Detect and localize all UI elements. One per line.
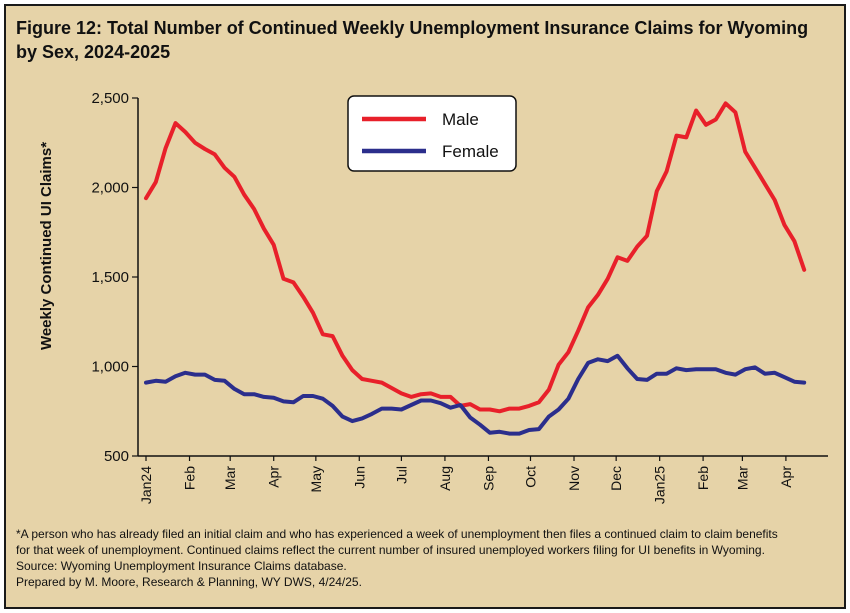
- x-tick-label: Aug: [437, 466, 453, 491]
- x-tick-label: Dec: [608, 466, 624, 491]
- y-tick-label: 1,500: [91, 269, 129, 286]
- legend-label-female: Female: [442, 142, 499, 161]
- x-tick-label: May: [308, 466, 324, 492]
- x-tick-label: Jul: [393, 466, 409, 484]
- x-tick-label: Jan24: [138, 466, 154, 504]
- chart-title: Figure 12: Total Number of Continued Wee…: [16, 18, 809, 62]
- legend-label-male: Male: [442, 110, 479, 129]
- y-axis-title: Weekly Continued UI Claims*: [38, 142, 55, 350]
- chart-frame: Figure 12: Total Number of Continued Wee…: [4, 4, 846, 609]
- x-tick-label: Mar: [222, 466, 238, 490]
- y-tick-label: 2,000: [91, 180, 129, 197]
- series-line-female: [144, 353, 807, 436]
- x-tick-label: Nov: [566, 466, 582, 491]
- legend: Male Female: [347, 95, 517, 172]
- x-tick-label: Sep: [480, 466, 496, 491]
- source-line: Source: Wyoming Unemployment Insurance C…: [16, 559, 347, 573]
- y-ticks: 500 1,000 1,500 2,000 2,500: [91, 90, 138, 465]
- x-tick-label: Oct: [522, 466, 538, 488]
- x-tick-label: Feb: [695, 466, 711, 490]
- series-line-male: [144, 101, 807, 414]
- prepared-by-line: Prepared by M. Moore, Research & Plannin…: [16, 575, 362, 589]
- x-tick-label: Jun: [351, 466, 367, 489]
- x-tick-label: Feb: [182, 466, 198, 490]
- footnote-line: for that week of unemployment. Continued…: [16, 543, 765, 557]
- line-chart: 500 1,000 1,500 2,000 2,500 Jan24 Feb Mar Apr Ma…: [38, 90, 828, 504]
- footnotes: *A person who has already filed an initi…: [16, 526, 836, 590]
- x-tick-label: Apr: [266, 466, 282, 488]
- footnote-line: *A person who has already filed an initi…: [16, 527, 778, 541]
- y-tick-label: 1,000: [91, 359, 129, 376]
- x-tick-label: Apr: [778, 466, 794, 488]
- x-tick-label: Jan25: [652, 466, 668, 504]
- x-ticks: Jan24 Feb Mar Apr May Jun Jul Aug Sep Oct Nov Dec Ja…: [138, 456, 794, 504]
- y-tick-label: 500: [104, 448, 129, 465]
- x-tick-label: Mar: [734, 466, 750, 490]
- series-lines: [144, 101, 807, 436]
- y-tick-label: 2,500: [91, 90, 129, 107]
